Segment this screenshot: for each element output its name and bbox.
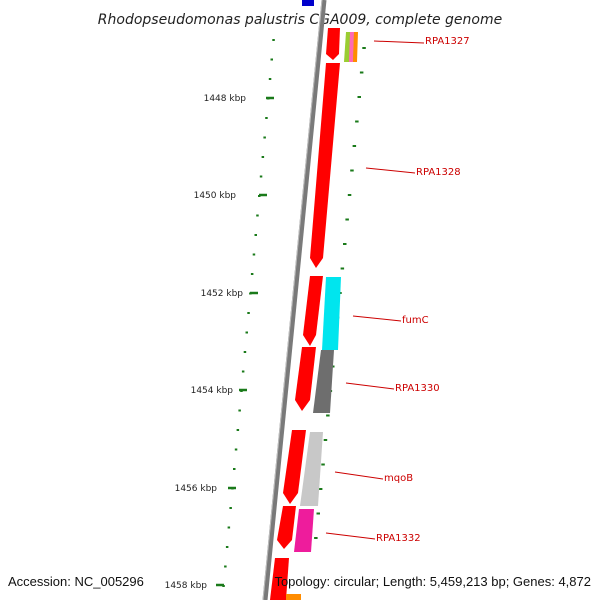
label-leader	[373, 40, 425, 44]
gene-arrow-forward[interactable]	[270, 558, 289, 600]
major-ticks	[216, 96, 274, 587]
gene-arrow-forward[interactable]	[277, 506, 296, 549]
top-gene-fragment[interactable]	[302, 0, 314, 6]
bottom-gene-fragment[interactable]	[286, 594, 301, 600]
gene-arrow-forward[interactable]	[303, 276, 323, 346]
label-leader	[345, 382, 395, 390]
label-leader	[352, 315, 402, 322]
gene-block-rpa1330[interactable]	[313, 350, 334, 413]
outer-dotted-track	[222, 39, 275, 587]
genome-summary-text: Topology: circular; Length: 5,459,213 bp…	[274, 574, 591, 589]
gene-arrow-rpa1328[interactable]	[310, 63, 340, 268]
label-leader	[334, 471, 384, 480]
gene-block-fumc[interactable]	[322, 277, 341, 350]
kbp-label: 1452 kbp	[201, 289, 244, 299]
gene-label-rpa1328[interactable]: RPA1328	[416, 167, 461, 178]
kbp-label: 1450 kbp	[194, 191, 237, 201]
gene-arrow-forward[interactable]	[326, 28, 340, 60]
gene-block-rpa1332[interactable]	[294, 509, 314, 552]
kbp-label: 1448 kbp	[204, 94, 247, 104]
genome-title: Rhodopseudomonas palustris CGA009, compl…	[98, 12, 502, 28]
gene-label-mqob[interactable]: mqoB	[384, 473, 413, 484]
gene-arrow-forward[interactable]	[283, 430, 306, 504]
gene-label-fumc[interactable]: fumC	[402, 315, 429, 326]
gene-label-rpa1330[interactable]: RPA1330	[395, 383, 440, 394]
label-leader	[365, 167, 416, 174]
gene-arrow-forward[interactable]	[295, 347, 316, 411]
gene-block-mqob[interactable]	[300, 432, 323, 506]
gene-label-rpa1332[interactable]: RPA1332	[376, 533, 421, 544]
kbp-label: 1454 kbp	[191, 386, 234, 396]
gene-label-rpa1327[interactable]: RPA1327	[425, 36, 470, 47]
label-leader	[325, 532, 376, 540]
kbp-label: 1458 kbp	[165, 581, 208, 591]
genome-backbone	[262, 0, 327, 600]
accession-text: Accession: NC_005296	[8, 574, 144, 589]
kbp-label: 1456 kbp	[175, 484, 218, 494]
